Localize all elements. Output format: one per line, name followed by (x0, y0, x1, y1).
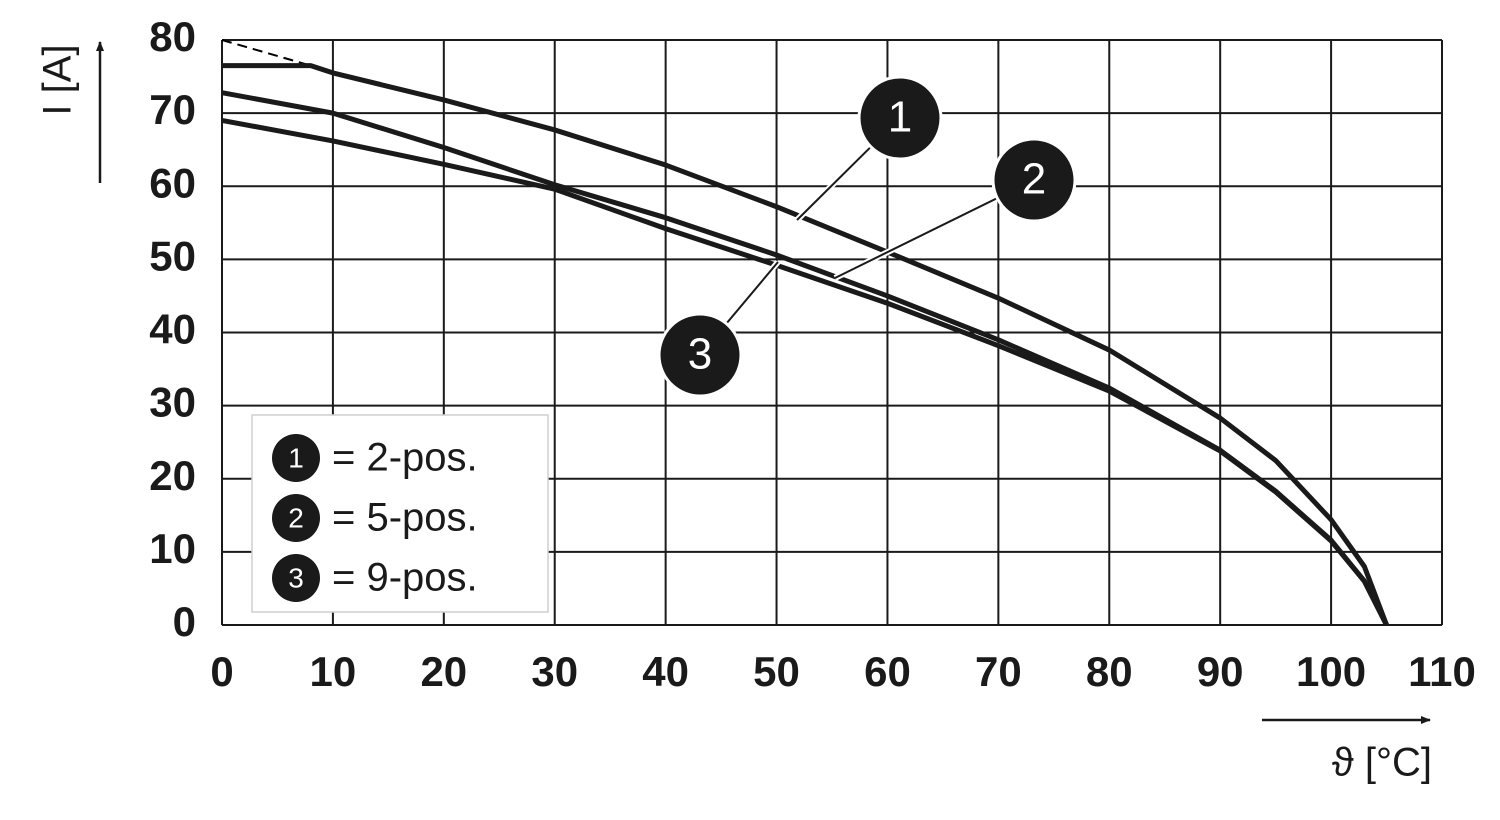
y-tick-label: 10 (149, 525, 196, 572)
x-tick-label: 110 (1408, 648, 1476, 695)
callout-number: 3 (688, 330, 712, 379)
x-tick-label: 30 (531, 648, 578, 695)
legend-label: = 9-pos. (332, 556, 478, 600)
y-tick-label: 20 (149, 452, 196, 499)
x-tick-label: 50 (753, 648, 800, 695)
legend-number: 2 (288, 502, 304, 533)
x-tick-label: 40 (642, 648, 689, 695)
x-tick-label: 0 (210, 648, 233, 695)
y-tick-label: 70 (149, 86, 196, 133)
legend-label: = 2-pos. (332, 436, 478, 480)
y-tick-label: 40 (149, 306, 196, 353)
x-axis-label: ϑ [°C] (1332, 741, 1432, 785)
x-tick-label: 100 (1296, 648, 1366, 695)
y-tick-label: 0 (173, 598, 196, 645)
callout-circle (857, 75, 943, 161)
x-tick-label: 80 (1086, 648, 1133, 695)
x-tick-label: 10 (310, 648, 357, 695)
x-tick-label: 90 (1197, 648, 1244, 695)
y-tick-label: 80 (149, 13, 196, 60)
legend-marker (272, 554, 320, 602)
legend-number: 1 (288, 442, 304, 473)
legend-marker (272, 434, 320, 482)
callout-number: 1 (888, 93, 912, 142)
y-tick-label: 60 (149, 159, 196, 206)
legend-number: 3 (288, 562, 304, 593)
x-tick-label: 70 (975, 648, 1022, 695)
curve (221, 117, 1389, 627)
legend-label: = 5-pos. (332, 496, 478, 540)
x-tick-label: 60 (864, 648, 911, 695)
legend-marker (272, 494, 320, 542)
y-tick-label: 50 (149, 232, 196, 279)
callout-circle (657, 312, 743, 398)
callout-number: 2 (1022, 155, 1046, 204)
dashed-extension (221, 39, 312, 67)
x-tick-label: 20 (420, 648, 467, 695)
callout-circle (991, 137, 1077, 223)
y-tick-label: 30 (149, 379, 196, 426)
y-axis-label: I [A] (36, 44, 80, 115)
